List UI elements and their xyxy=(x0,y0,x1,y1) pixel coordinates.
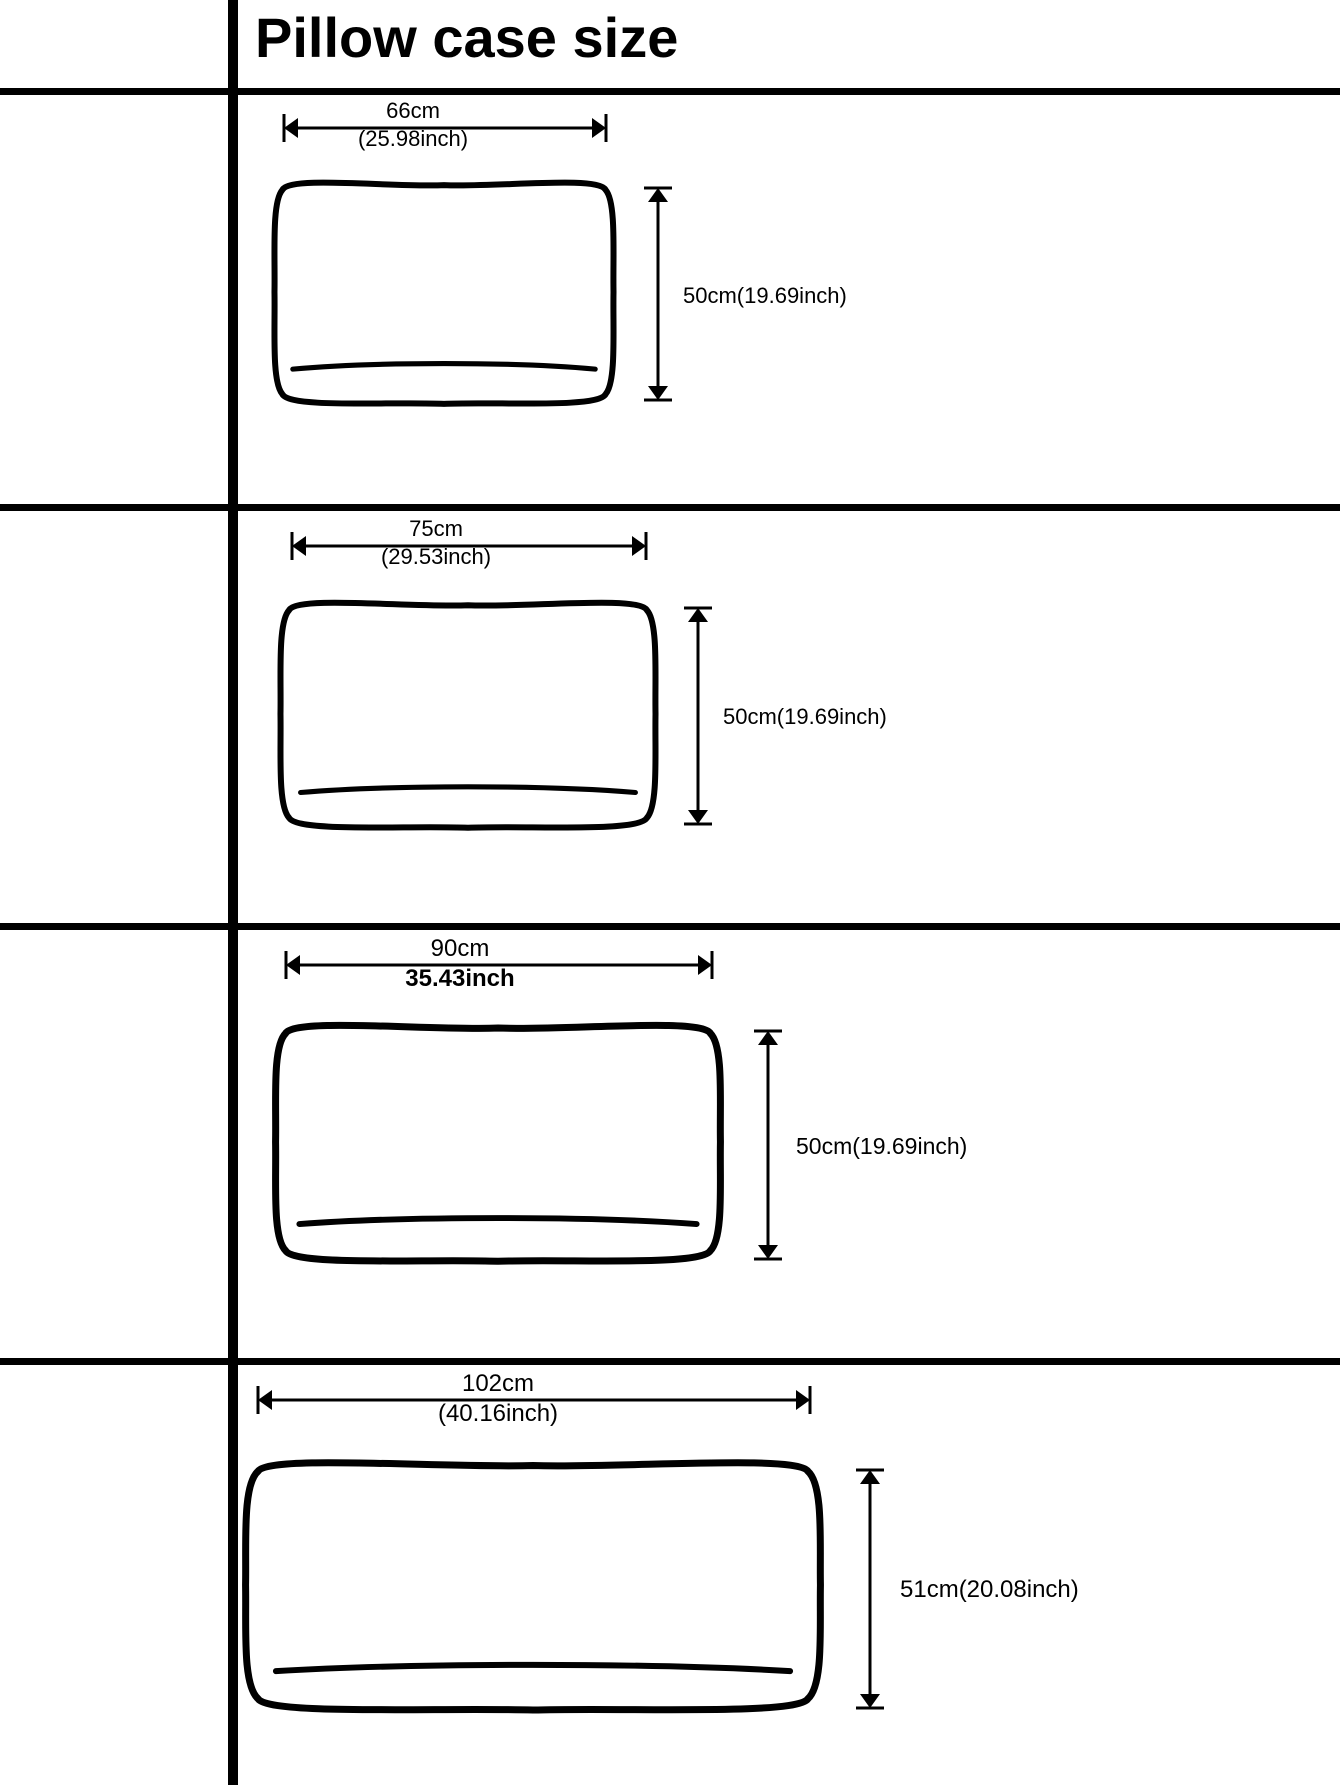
height-label: 50cm(19.69inch) xyxy=(683,283,847,309)
size-row: 102cm(40.16inch) 51cm(20.08inch) xyxy=(228,1358,1340,1785)
size-row: 90cm35.43inch 50cm(19.69inch) xyxy=(228,923,1340,1358)
chart-title: Pillow case size xyxy=(255,5,678,70)
size-row: 75cm(29.53inch) 50cm(19.69inch) xyxy=(228,504,1340,923)
size-chart: Pillow case size 66cm(25.98inch) 50cm(19… xyxy=(0,0,1340,1785)
size-row: 66cm(25.98inch) 50cm(19.69inch) xyxy=(228,88,1340,504)
height-label: 50cm(19.69inch) xyxy=(723,704,887,730)
height-label: 51cm(20.08inch) xyxy=(900,1576,1079,1604)
height-label: 50cm(19.69inch) xyxy=(796,1133,967,1160)
